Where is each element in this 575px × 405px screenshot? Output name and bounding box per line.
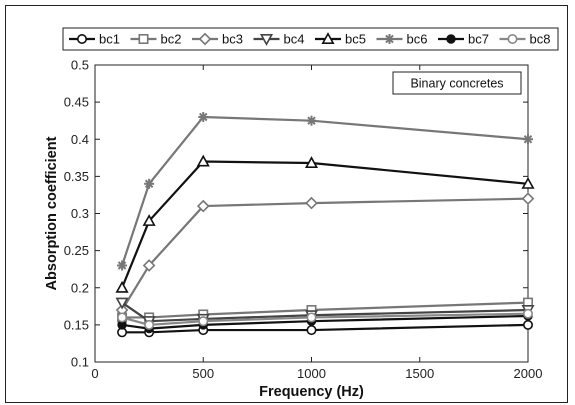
legend-marker-bc2 [138, 33, 149, 44]
x-tick-label: 1500 [405, 366, 434, 381]
legend-item-bc3: bc3 [192, 32, 243, 47]
legend-item-bc4: bc4 [253, 32, 305, 47]
data-point-bc4 [115, 297, 129, 310]
data-point-bc3 [142, 259, 156, 272]
series-line-bc5 [121, 160, 529, 289]
series-bc8 [117, 308, 533, 330]
data-point-bc8 [306, 312, 317, 323]
legend-box [62, 27, 559, 51]
legend-marker-bc8 [507, 33, 518, 44]
data-point-bc6 [144, 178, 155, 189]
data-point-bc6 [117, 260, 128, 271]
legend: bc1 bc2 bc3 bc4 bc5 bc6 bc7 bc8 [62, 27, 559, 51]
legend-item-bc2: bc2 [130, 32, 182, 47]
legend-marker-bc6 [384, 34, 395, 44]
legend-label: bc1 [99, 32, 120, 47]
y-tick-label: 0.35 [64, 169, 89, 184]
legend-item-bc7: bc7 [438, 32, 489, 47]
data-point-bc3 [196, 199, 210, 213]
legend-label: bc2 [161, 32, 182, 47]
y-tick-label: 0.4 [71, 132, 89, 147]
asterisk-stroke [385, 34, 394, 44]
legend-label: bc4 [284, 32, 305, 47]
series-bc3 [115, 192, 535, 317]
data-point-bc5 [142, 214, 156, 226]
data-point-bc3 [521, 192, 535, 205]
series-bc6 [117, 111, 533, 271]
data-point-bc8 [522, 308, 533, 319]
legend-item-bc1: bc1 [69, 32, 120, 47]
y-tick-label: 0.5 [71, 58, 89, 73]
legend-marker-bc1 [77, 33, 88, 44]
legend-label: bc8 [530, 32, 551, 47]
data-point-bc6 [523, 134, 533, 145]
y-tick-label: 0.15 [64, 317, 89, 332]
data-point-bc3 [305, 196, 318, 210]
y-tick-label: 0.1 [71, 355, 89, 370]
y-axis-label: Absorption coefficient [44, 136, 60, 290]
data-point-bc8 [144, 319, 155, 330]
asterisk-stroke [523, 135, 533, 144]
x-axis-label: Frequency (Hz) [259, 384, 364, 400]
legend-item-bc8: bc8 [499, 32, 551, 47]
x-tick-label: 0 [91, 366, 98, 381]
legend-marker-bc7 [446, 34, 456, 44]
asterisk-stroke [199, 112, 208, 122]
asterisk-stroke [117, 261, 127, 270]
data-point-bc8 [117, 312, 128, 323]
data-point-bc5 [115, 280, 129, 293]
legend-label: bc5 [345, 32, 366, 47]
data-point-bc6 [306, 115, 317, 126]
legend-marker-bc3 [198, 32, 212, 46]
y-tick-label: 0.45 [64, 95, 89, 110]
legend-label: bc7 [468, 32, 489, 47]
series-line-bc6 [121, 115, 529, 266]
data-point-bc1 [306, 325, 317, 336]
x-tick-label: 2000 [514, 366, 543, 381]
data-point-bc5 [196, 154, 210, 167]
data-point-bc5 [521, 176, 535, 189]
legend-marker-bc4 [259, 33, 274, 46]
data-point-bc5 [304, 156, 319, 169]
data-point-bc6 [198, 111, 209, 122]
y-tick-label: 0.3 [71, 206, 89, 221]
legend-item-bc6: bc6 [376, 32, 428, 47]
legend-marker-bc5 [321, 32, 335, 45]
legend-item-bc5: bc5 [315, 32, 366, 47]
annotation-text: Binary concretes [410, 77, 503, 91]
x-tick-label: 500 [192, 366, 214, 381]
annotation: Binary concretes [392, 71, 522, 95]
series-bc5 [115, 154, 535, 293]
asterisk-stroke [144, 179, 154, 189]
asterisk-stroke [307, 116, 316, 125]
y-tick-label: 0.2 [71, 280, 89, 295]
legend-label: bc6 [407, 32, 428, 47]
legend-label: bc3 [222, 32, 243, 47]
x-tick-label: 1000 [297, 366, 326, 381]
y-tick-label: 0.25 [64, 243, 89, 258]
data-point-bc1 [522, 319, 533, 330]
data-point-bc8 [198, 316, 209, 327]
series-line-bc3 [121, 197, 529, 311]
annotation-box [392, 71, 522, 95]
